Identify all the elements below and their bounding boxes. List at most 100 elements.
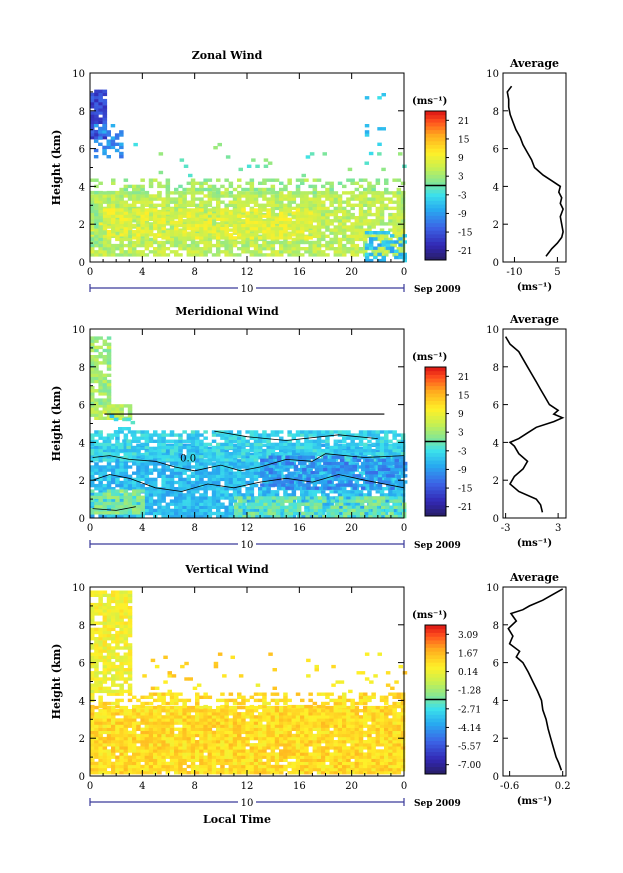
heatmap-cell [237, 471, 242, 475]
heatmap-cell [392, 445, 397, 450]
heatmap-cell [354, 502, 360, 506]
heatmap-cell [106, 416, 112, 420]
heatmap-cell [119, 514, 124, 519]
heatmap-cell [174, 458, 179, 462]
heatmap-cell [237, 487, 242, 491]
heatmap-cell [279, 223, 284, 228]
heatmap-cell [363, 187, 368, 192]
colorbar-segment [425, 226, 446, 231]
heatmap-cell [174, 511, 179, 516]
heatmap-cell [249, 220, 255, 225]
heatmap-cell [178, 483, 183, 488]
heatmap-cell [350, 442, 355, 447]
heatmap-cell [178, 190, 183, 195]
heatmap-cell [119, 250, 124, 254]
heatmap-cell [313, 502, 319, 506]
heatmap-cell [237, 436, 242, 440]
heatmap-cell [211, 468, 217, 472]
heatmap-cell [186, 452, 192, 456]
heatmap-cell [325, 190, 330, 195]
heatmap-cell [304, 493, 309, 497]
heatmap-cell [153, 203, 158, 207]
heatmap-cell [140, 187, 145, 192]
heatmap-cell [342, 493, 347, 497]
heatmap-cell [115, 442, 120, 447]
heatmap-cell [90, 458, 95, 462]
heatmap-cell [123, 452, 129, 456]
heatmap-cell [300, 465, 305, 469]
heatmap-cell [90, 465, 95, 469]
heatmap-cell [329, 203, 334, 207]
heatmap-cell [400, 490, 406, 494]
heatmap-cell [228, 190, 234, 195]
heatmap-cell [126, 417, 131, 422]
heatmap-cell [285, 461, 290, 466]
heatmap-cell [90, 474, 95, 478]
heatmap-cell [284, 499, 289, 503]
heatmap-cell [358, 452, 364, 457]
heatmap-cell [144, 430, 150, 434]
heatmap-cell [136, 511, 141, 515]
heatmap-cell [144, 208, 150, 212]
heatmap-cell [157, 436, 162, 440]
heatmap-cell [249, 191, 255, 195]
heatmap-cell [136, 184, 141, 189]
heatmap-cell [249, 496, 255, 500]
heatmap-cell [354, 219, 360, 223]
heatmap-cell [98, 120, 103, 124]
heatmap-cell [174, 191, 179, 195]
heatmap-cell [220, 222, 225, 226]
heatmap-cell [371, 222, 376, 226]
heatmap-cell [400, 237, 406, 242]
heatmap-cell [106, 508, 112, 513]
heatmap-cell [279, 211, 284, 215]
heatmap-cell [182, 226, 187, 231]
heatmap-cell [339, 458, 345, 462]
heatmap-cell [233, 505, 239, 509]
contour-lines [92, 430, 405, 511]
heatmap-cell [333, 191, 339, 195]
heatmap-cell [211, 191, 217, 195]
heatmap-cell [207, 211, 213, 215]
heatmap-cell [132, 477, 137, 482]
heatmap-cell [216, 511, 221, 516]
heatmap-cell [249, 200, 255, 204]
heatmap-cell [106, 211, 112, 215]
heatmap-cell [396, 477, 402, 482]
heatmap-cell [224, 223, 229, 228]
heatmap-cell [153, 226, 158, 231]
heatmap-cell [224, 487, 229, 491]
heatmap-cell [182, 468, 187, 472]
heatmap-cell [389, 499, 394, 503]
heatmap-cell [127, 430, 133, 434]
heatmap-cell [148, 508, 154, 513]
heatmap-cell [316, 203, 322, 207]
heatmap-cell [400, 459, 406, 463]
heatmap-cell [396, 212, 402, 217]
heatmap-cell [392, 430, 397, 434]
heatmap-cell [342, 449, 347, 454]
heatmap-cell [94, 452, 99, 456]
heatmap-cell [396, 487, 402, 491]
heatmap-cell [157, 217, 162, 221]
heatmap-cell [335, 461, 341, 466]
heatmap-cell [300, 433, 305, 437]
heatmap-cell [295, 190, 301, 195]
heatmap-cell [106, 345, 112, 350]
heatmap-cell [90, 133, 95, 137]
heatmap-cell [98, 253, 103, 257]
heatmap-cell [312, 209, 318, 214]
heatmap-cell [285, 486, 290, 490]
heatmap-cell [253, 247, 259, 251]
heatmap-cell [295, 211, 301, 215]
heatmap-cell [93, 139, 99, 143]
heatmap-cell [241, 236, 246, 240]
heatmap-cell [211, 230, 217, 234]
y-tick-label: 8 [79, 107, 85, 118]
heatmap-cell [90, 495, 95, 499]
heatmap-cell [119, 495, 124, 499]
heatmap-cell [106, 458, 112, 462]
heatmap-cell [321, 508, 326, 513]
heatmap-cell [106, 410, 112, 414]
